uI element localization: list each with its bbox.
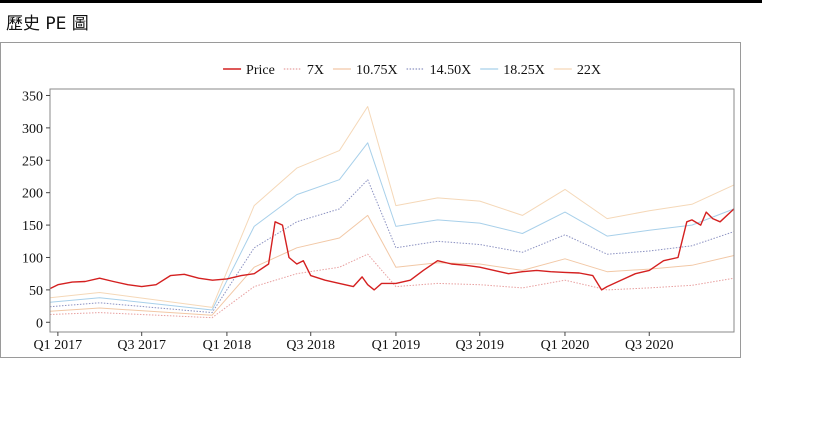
legend-label: 18.25X — [503, 63, 545, 78]
legend[interactable]: Price 7X 10.75X 14.50X 18.25X 22X — [223, 63, 601, 78]
chart-frame: 0 50 100 150 200 250 300 350 Q1 2017 Q3 2017 Q1 2… — [0, 42, 741, 358]
y-axis: 0 50 100 150 200 250 300 350 — [22, 89, 50, 331]
y-tick-label: 50 — [29, 284, 43, 299]
series-line-18-25x — [49, 142, 735, 311]
page-title: 歷史 PE 圖 — [6, 14, 89, 34]
series-layer — [49, 106, 735, 319]
y-tick-label: 150 — [22, 219, 43, 234]
series-line-price — [49, 208, 735, 291]
legend-label: Price — [246, 63, 275, 78]
y-tick-label: 100 — [22, 251, 43, 266]
legend-label: 7X — [307, 63, 324, 78]
legend-item-14-50x[interactable]: 14.50X — [406, 63, 472, 78]
y-tick-label: 300 — [22, 122, 43, 137]
legend-label: 22X — [577, 63, 601, 78]
x-tick-label: Q1 2020 — [541, 338, 590, 353]
y-tick-label: 200 — [22, 187, 43, 202]
x-tick-label: Q3 2017 — [117, 338, 166, 353]
legend-item-22x[interactable]: 22X — [553, 63, 601, 78]
series-line-22x — [49, 106, 735, 308]
plot-border — [49, 88, 735, 333]
legend-item-10-75x[interactable]: 10.75X — [332, 63, 398, 78]
y-tick-label: 350 — [22, 89, 43, 104]
y-tick-label: 250 — [22, 154, 43, 169]
series-line-10-75x — [49, 214, 735, 316]
x-tick-label: Q1 2019 — [372, 338, 421, 353]
legend-item-7x[interactable]: 7X — [283, 63, 324, 78]
legend-label: 14.50X — [430, 63, 472, 78]
x-axis: Q1 2017 Q3 2017 Q1 2018 Q3 2018 Q1 2019 Q3 20… — [34, 332, 674, 353]
x-tick-label: Q1 2018 — [203, 338, 252, 353]
x-tick-label: Q3 2019 — [455, 338, 504, 353]
legend-item-price[interactable]: Price — [223, 63, 275, 78]
x-tick-label: Q3 2018 — [286, 338, 335, 353]
x-tick-label: Q1 2017 — [34, 338, 83, 353]
x-tick-label: Q3 2020 — [625, 338, 674, 353]
y-tick-label: 0 — [36, 316, 43, 331]
series-line-7x — [49, 253, 735, 319]
legend-label: 10.75X — [356, 63, 398, 78]
series-line-14-50x — [49, 179, 735, 314]
legend-item-18-25x[interactable]: 18.25X — [480, 63, 545, 78]
top-divider — [0, 0, 762, 3]
